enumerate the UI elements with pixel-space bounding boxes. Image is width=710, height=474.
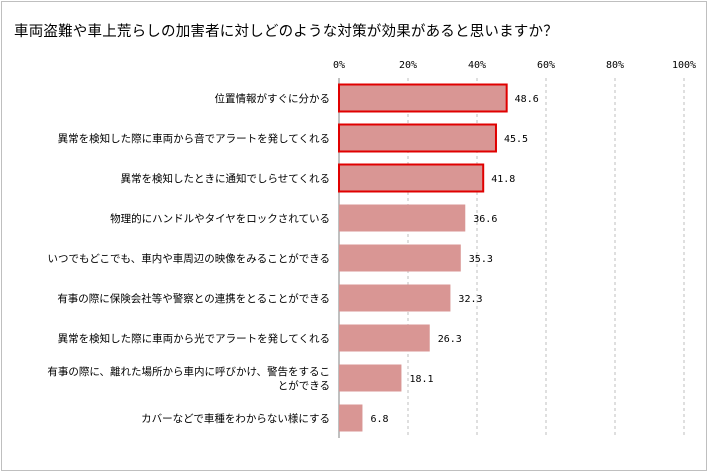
category-label: 異常を検知した際に車両から光でアラートを発してくれる	[58, 332, 330, 345]
category-label: いつでもどこでも、車内や車周辺の映像をみることができる	[48, 252, 330, 265]
category-label: 有事の際に保険会社等や警察との連携をとることができる	[57, 292, 330, 305]
x-tick-label: 60%	[537, 60, 555, 71]
bar	[339, 244, 461, 272]
category-label: カバーなどで車種をわからない様にする	[141, 412, 330, 425]
x-tick-label: 100%	[672, 60, 696, 71]
value-label: 18.1	[409, 374, 433, 385]
value-label: 26.3	[438, 334, 462, 345]
value-label: 32.3	[458, 294, 482, 305]
x-tick-label: 20%	[399, 60, 417, 71]
category-label: 異常を検知した際に車両から音でアラートを発してくれる	[58, 132, 330, 145]
bar	[339, 284, 451, 312]
value-label: 48.6	[515, 94, 539, 105]
value-label: 36.6	[473, 214, 497, 225]
bar	[339, 324, 430, 352]
category-label: 物理的にハンドルやタイヤをロックされている	[110, 212, 330, 225]
value-label: 41.8	[491, 174, 515, 185]
value-label: 35.3	[469, 254, 493, 265]
bar	[339, 404, 363, 432]
bar	[339, 364, 402, 392]
x-tick-label: 0%	[333, 60, 345, 71]
value-label: 45.5	[504, 134, 528, 145]
value-label: 6.8	[370, 414, 388, 425]
x-tick-label: 40%	[468, 60, 486, 71]
bar	[339, 204, 466, 232]
x-tick-label: 80%	[606, 60, 624, 71]
bar	[338, 163, 485, 193]
bar	[338, 123, 497, 153]
bar	[338, 83, 508, 113]
category-label: 位置情報がすぐに分かる	[215, 92, 331, 105]
category-label: とができる	[278, 379, 330, 392]
chart-title: 車両盗難や車上荒らしの加害者に対しどのような対策が効果があると思いますか？	[14, 24, 558, 40]
category-label: 有事の際に、離れた場所から車内に呼びかけ、警告をするこ	[47, 365, 330, 378]
category-label: 異常を検知したときに通知でしらせてくれる	[121, 172, 330, 185]
